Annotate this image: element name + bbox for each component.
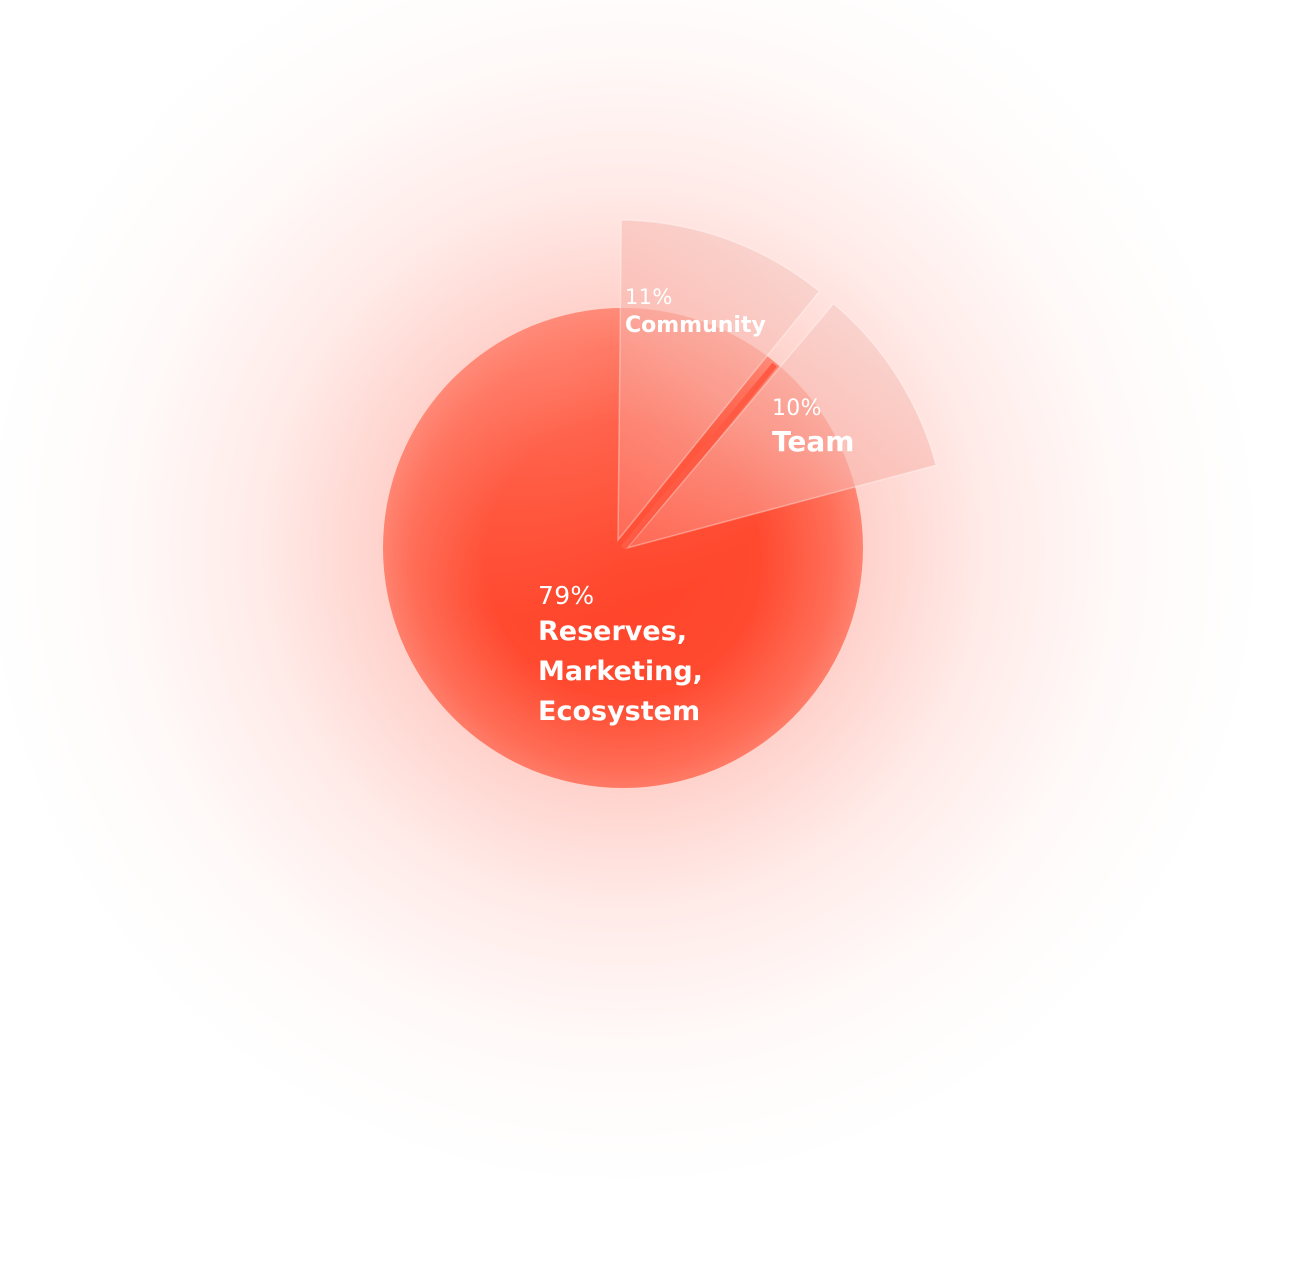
slice-name-team: Team: [772, 425, 855, 458]
slice-gap-line: [620, 362, 778, 550]
slice-name-community: Community: [625, 313, 766, 338]
slice-label-reserves: 79% Reserves, Marketing, Ecosystem: [538, 580, 703, 732]
pie-slice-community: [617, 219, 821, 543]
slice-percent-team: 10%: [772, 396, 822, 421]
slice-label-community: 11% Community: [625, 284, 766, 342]
pie-slice-team: [624, 302, 938, 550]
slice-name-reserves: Reserves, Marketing, Ecosystem: [538, 616, 703, 727]
slice-percent-reserves: 79%: [538, 581, 595, 610]
slice-percent-community: 11%: [625, 285, 673, 309]
slice-label-team: 10% Team: [772, 395, 854, 461]
